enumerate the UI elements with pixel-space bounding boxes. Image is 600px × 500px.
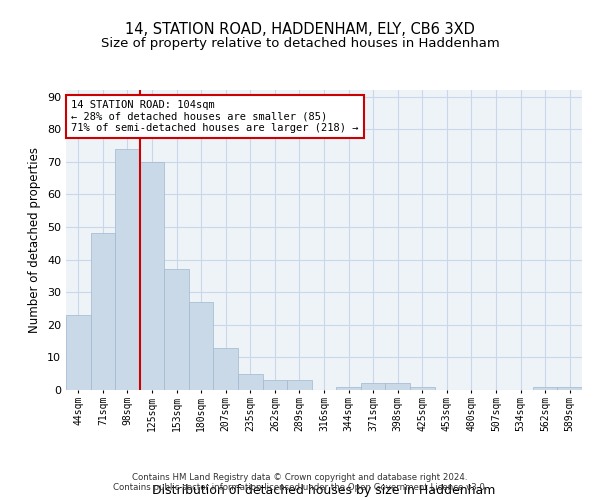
Bar bbox=[287, 380, 312, 390]
Bar bbox=[557, 386, 582, 390]
Bar bbox=[66, 315, 91, 390]
Bar bbox=[410, 386, 434, 390]
Text: 14, STATION ROAD, HADDENHAM, ELY, CB6 3XD: 14, STATION ROAD, HADDENHAM, ELY, CB6 3X… bbox=[125, 22, 475, 38]
Bar bbox=[164, 270, 189, 390]
Text: Size of property relative to detached houses in Haddenham: Size of property relative to detached ho… bbox=[101, 38, 499, 51]
Bar bbox=[361, 384, 385, 390]
Text: 14 STATION ROAD: 104sqm
← 28% of detached houses are smaller (85)
71% of semi-de: 14 STATION ROAD: 104sqm ← 28% of detache… bbox=[71, 100, 358, 133]
Bar bbox=[263, 380, 287, 390]
Bar bbox=[115, 148, 140, 390]
X-axis label: Distribution of detached houses by size in Haddenham: Distribution of detached houses by size … bbox=[152, 484, 496, 496]
Bar bbox=[214, 348, 238, 390]
Bar bbox=[91, 234, 115, 390]
Bar bbox=[238, 374, 263, 390]
Text: Contains HM Land Registry data © Crown copyright and database right 2024.
Contai: Contains HM Land Registry data © Crown c… bbox=[113, 473, 487, 492]
Y-axis label: Number of detached properties: Number of detached properties bbox=[28, 147, 41, 333]
Bar bbox=[189, 302, 214, 390]
Bar bbox=[336, 386, 361, 390]
Bar bbox=[533, 386, 557, 390]
Bar bbox=[385, 384, 410, 390]
Bar bbox=[140, 162, 164, 390]
